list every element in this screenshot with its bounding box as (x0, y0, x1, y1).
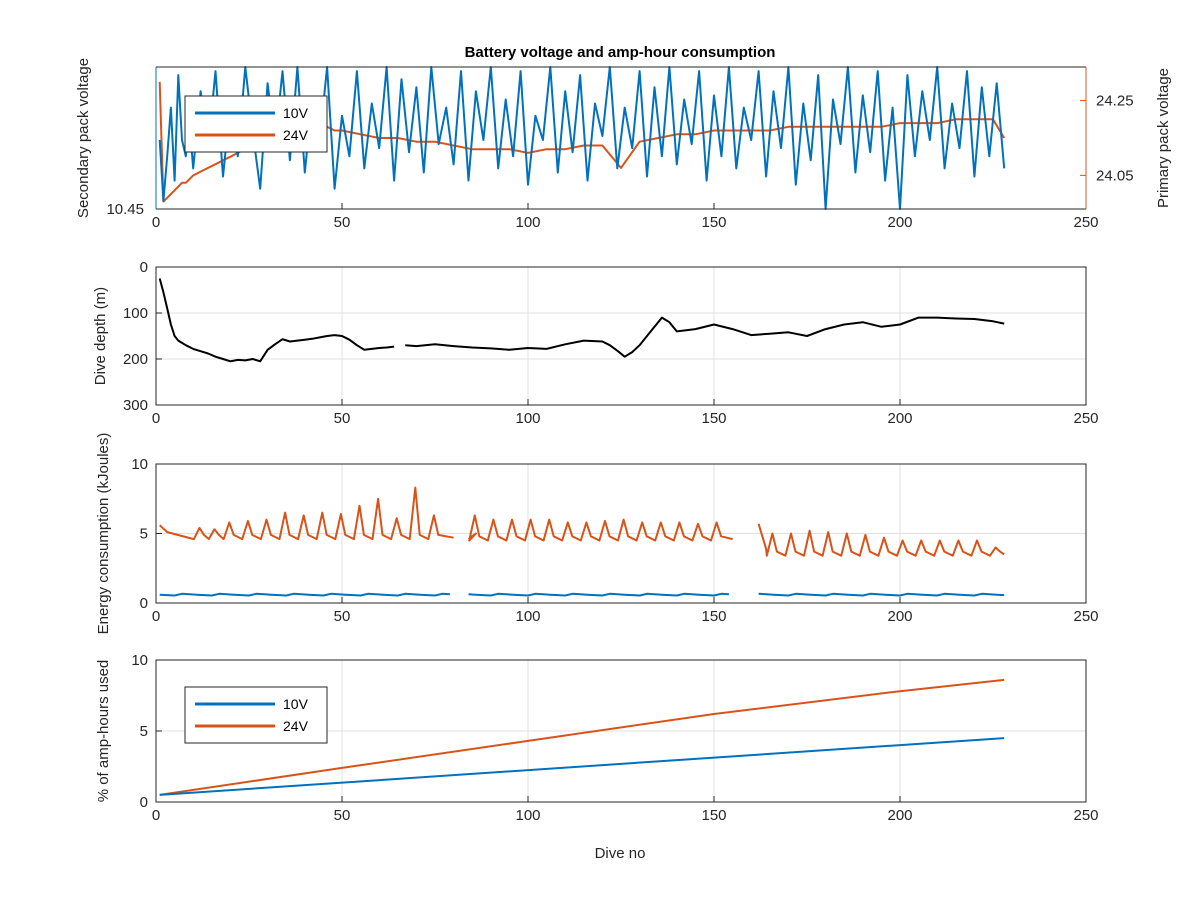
x-tick-label: 150 (701, 410, 726, 427)
x-tick-label: 50 (334, 608, 351, 625)
series-10V-energy-segment-2 (758, 592, 1005, 597)
x-tick-label: 100 (515, 608, 540, 625)
y-tick-label: 5 (140, 526, 148, 543)
y-right-tick-label: 24.05 (1096, 167, 1134, 184)
x-tick-label: 200 (887, 608, 912, 625)
legend-label-24V: 24V (283, 718, 309, 734)
x-tick-label: 150 (701, 608, 726, 625)
y-tick-label: 10 (131, 652, 148, 669)
series-depth-segment-1 (405, 316, 1005, 358)
x-tick-label: 100 (515, 807, 540, 824)
legend-label-24V: 24V (283, 127, 309, 143)
axes-frame (155, 463, 1087, 604)
y-axis-label: Energy consumption (kJoules) (95, 433, 112, 635)
depth-panel: 0 50 100 150 200 250 0 100 200 300 Dive depth (m) (92, 259, 1099, 427)
y-tick-label: 200 (123, 351, 148, 368)
x-tick-label: 100 (515, 410, 540, 427)
x-tick-label: 0 (152, 410, 160, 427)
y-tick-label: 100 (123, 305, 148, 322)
y-tick-label: 0 (140, 595, 148, 612)
y-tick-label: 300 (123, 397, 148, 414)
x-tick-label: 200 (887, 214, 912, 231)
x-tick-label: 200 (887, 410, 912, 427)
x-tick-label: 250 (1073, 410, 1098, 427)
x-tick-label: 0 (152, 214, 160, 231)
legend-label-10V: 10V (283, 696, 309, 712)
series-24V-energy-segment-2 (757, 523, 1005, 557)
y-tick-label: 0 (140, 794, 148, 811)
x-axis-label: Dive no (595, 845, 646, 862)
x-tick-label: 200 (887, 807, 912, 824)
x-tick-label: 0 (152, 608, 160, 625)
y-tick-label: 10 (131, 456, 148, 473)
x-tick-label: 250 (1073, 807, 1098, 824)
axes-frame (155, 659, 1087, 803)
y-left-tick-label: 10.45 (106, 201, 144, 218)
x-tick-label: 50 (334, 214, 351, 231)
energy-panel: 0 50 100 150 200 250 0 5 10 Energy consumption (k… (95, 433, 1099, 635)
x-tick-label: 150 (701, 214, 726, 231)
x-tick-label: 100 (515, 214, 540, 231)
x-tick-label: 50 (334, 410, 351, 427)
legend-label-10V: 10V (283, 105, 309, 121)
x-tick-label: 250 (1073, 214, 1098, 231)
series-10V-energy-segment-0 (159, 592, 450, 597)
y-axis-label: Dive depth (m) (92, 287, 109, 385)
series-depth-segment-0 (158, 278, 395, 363)
x-tick-label: 150 (701, 807, 726, 824)
y-left-axis-label: Secondary pack voltage (75, 58, 92, 218)
amphours-panel: 0 50 100 150 200 250 0 5 10 % of amp-hours used 10… (95, 652, 1099, 824)
y-tick-label: 5 (140, 723, 148, 740)
x-tick-label: 0 (152, 807, 160, 824)
series-24V-energy-segment-1 (467, 514, 733, 542)
series-10V-amphours (159, 737, 1005, 796)
series-24V-amphours (159, 678, 1005, 796)
legend-box (184, 95, 328, 153)
y-right-axis-label: Primary pack voltage (1155, 68, 1172, 208)
y-right-tick-label: 24.25 (1096, 93, 1134, 110)
legend-box (184, 686, 328, 744)
voltage-panel: 0 50 100 150 200 250 10.45 24.05 24.25 Secondary … (75, 58, 1172, 231)
y-tick-label: 0 (140, 259, 148, 276)
x-tick-label: 50 (334, 807, 351, 824)
series-10V-energy-segment-1 (468, 592, 729, 597)
chart-title: Battery voltage and amp-hour consumption (465, 44, 776, 61)
axes-frame (155, 266, 1087, 406)
y-axis-label: % of amp-hours used (95, 660, 112, 803)
series-24V-energy-segment-0 (159, 486, 454, 541)
x-tick-label: 250 (1073, 608, 1098, 625)
